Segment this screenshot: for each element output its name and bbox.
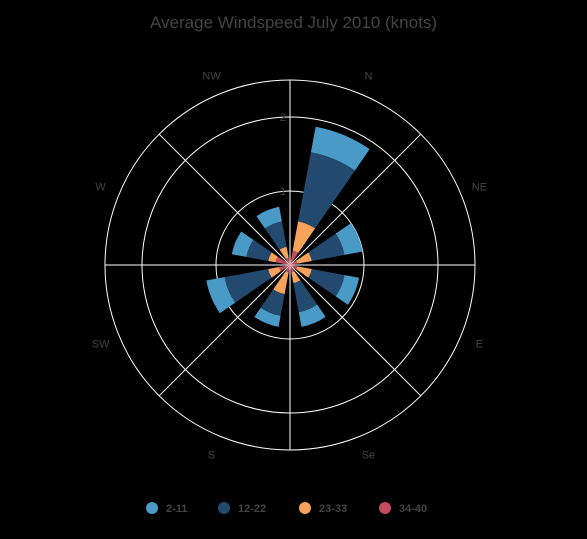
- bar-S-34-40[interactable]: [285, 265, 290, 273]
- direction-label: S: [208, 449, 215, 461]
- direction-label: SW: [92, 338, 110, 350]
- bar-N-23-33[interactable]: [292, 221, 316, 253]
- bar-NW-12-22[interactable]: [264, 221, 287, 250]
- direction-label: N: [364, 71, 372, 83]
- bars: [206, 126, 370, 327]
- bar-S-2-11[interactable]: [254, 307, 281, 327]
- direction-label: E: [476, 338, 483, 350]
- chart-title: Average Windspeed July 2010 (knots): [150, 13, 437, 32]
- legend-item-23-33[interactable]: 23-33: [299, 502, 347, 515]
- grid-spoke: [158, 264, 291, 397]
- bar-Se-2-11[interactable]: [298, 304, 326, 327]
- direction-label: NW: [202, 71, 221, 83]
- direction-label: Se: [362, 449, 375, 461]
- radial-tick-label: 2: [280, 112, 286, 124]
- direction-label: NE: [472, 182, 487, 194]
- legend-marker: [218, 502, 230, 514]
- bar-W-12-22[interactable]: [246, 239, 272, 261]
- grid-spoke: [158, 133, 291, 266]
- direction-label: W: [95, 182, 106, 194]
- legend-label: 23-33: [319, 503, 347, 515]
- bar-W-23-33[interactable]: [268, 252, 278, 263]
- legend-label: 12-22: [238, 503, 266, 515]
- bar-SW-34-40[interactable]: [279, 265, 290, 272]
- legend-marker: [299, 502, 311, 514]
- bar-E-2-11[interactable]: [335, 275, 360, 305]
- bar-W-2-11[interactable]: [231, 231, 254, 257]
- bar-E-23-33[interactable]: [296, 266, 312, 278]
- bar-SW-23-33[interactable]: [268, 267, 281, 278]
- legend-label: 34-40: [399, 503, 427, 515]
- legend-label: 2-11: [166, 503, 187, 515]
- bar-S-23-33[interactable]: [273, 271, 289, 295]
- axis-labels: N NE E Se S SW W NW 1 2: [92, 71, 487, 462]
- bar-Se-23-33[interactable]: [291, 271, 301, 284]
- bar-N-2-11[interactable]: [310, 126, 370, 171]
- bar-NE-2-11[interactable]: [335, 223, 363, 255]
- bar-SW-12-22[interactable]: [224, 269, 272, 303]
- bar-Se-12-22[interactable]: [293, 280, 318, 313]
- grid-spoke: [289, 133, 422, 266]
- bar-SW-2-11[interactable]: [206, 277, 236, 314]
- bar-N-12-22[interactable]: [298, 152, 355, 229]
- bar-S-12-22[interactable]: [260, 289, 285, 316]
- bar-W-34-40[interactable]: [275, 256, 290, 265]
- bar-NW-34-40[interactable]: [285, 257, 290, 265]
- bar-NW-2-11[interactable]: [256, 206, 282, 229]
- polar-grid: [104, 79, 476, 451]
- bar-Se-34-40[interactable]: [290, 265, 295, 273]
- bar-N-34-40[interactable]: [290, 250, 299, 265]
- radial-tick-label: 1: [280, 186, 286, 198]
- bar-NW-23-33[interactable]: [279, 246, 289, 259]
- legend: 2-11 12-22 23-33 34-40: [146, 502, 427, 515]
- bar-NE-12-22[interactable]: [308, 233, 345, 261]
- legend-item-12-22[interactable]: 12-22: [218, 502, 266, 515]
- bar-E-12-22[interactable]: [308, 269, 345, 297]
- legend-marker: [146, 502, 158, 514]
- legend-marker: [379, 502, 391, 514]
- bar-NE-34-40[interactable]: [290, 260, 298, 265]
- legend-item-34-40[interactable]: 34-40: [379, 502, 427, 515]
- legend-item-2-11[interactable]: 2-11: [146, 502, 187, 515]
- bar-NE-23-33[interactable]: [296, 252, 312, 264]
- grid-spoke: [289, 264, 422, 397]
- bar-E-34-40[interactable]: [290, 265, 298, 270]
